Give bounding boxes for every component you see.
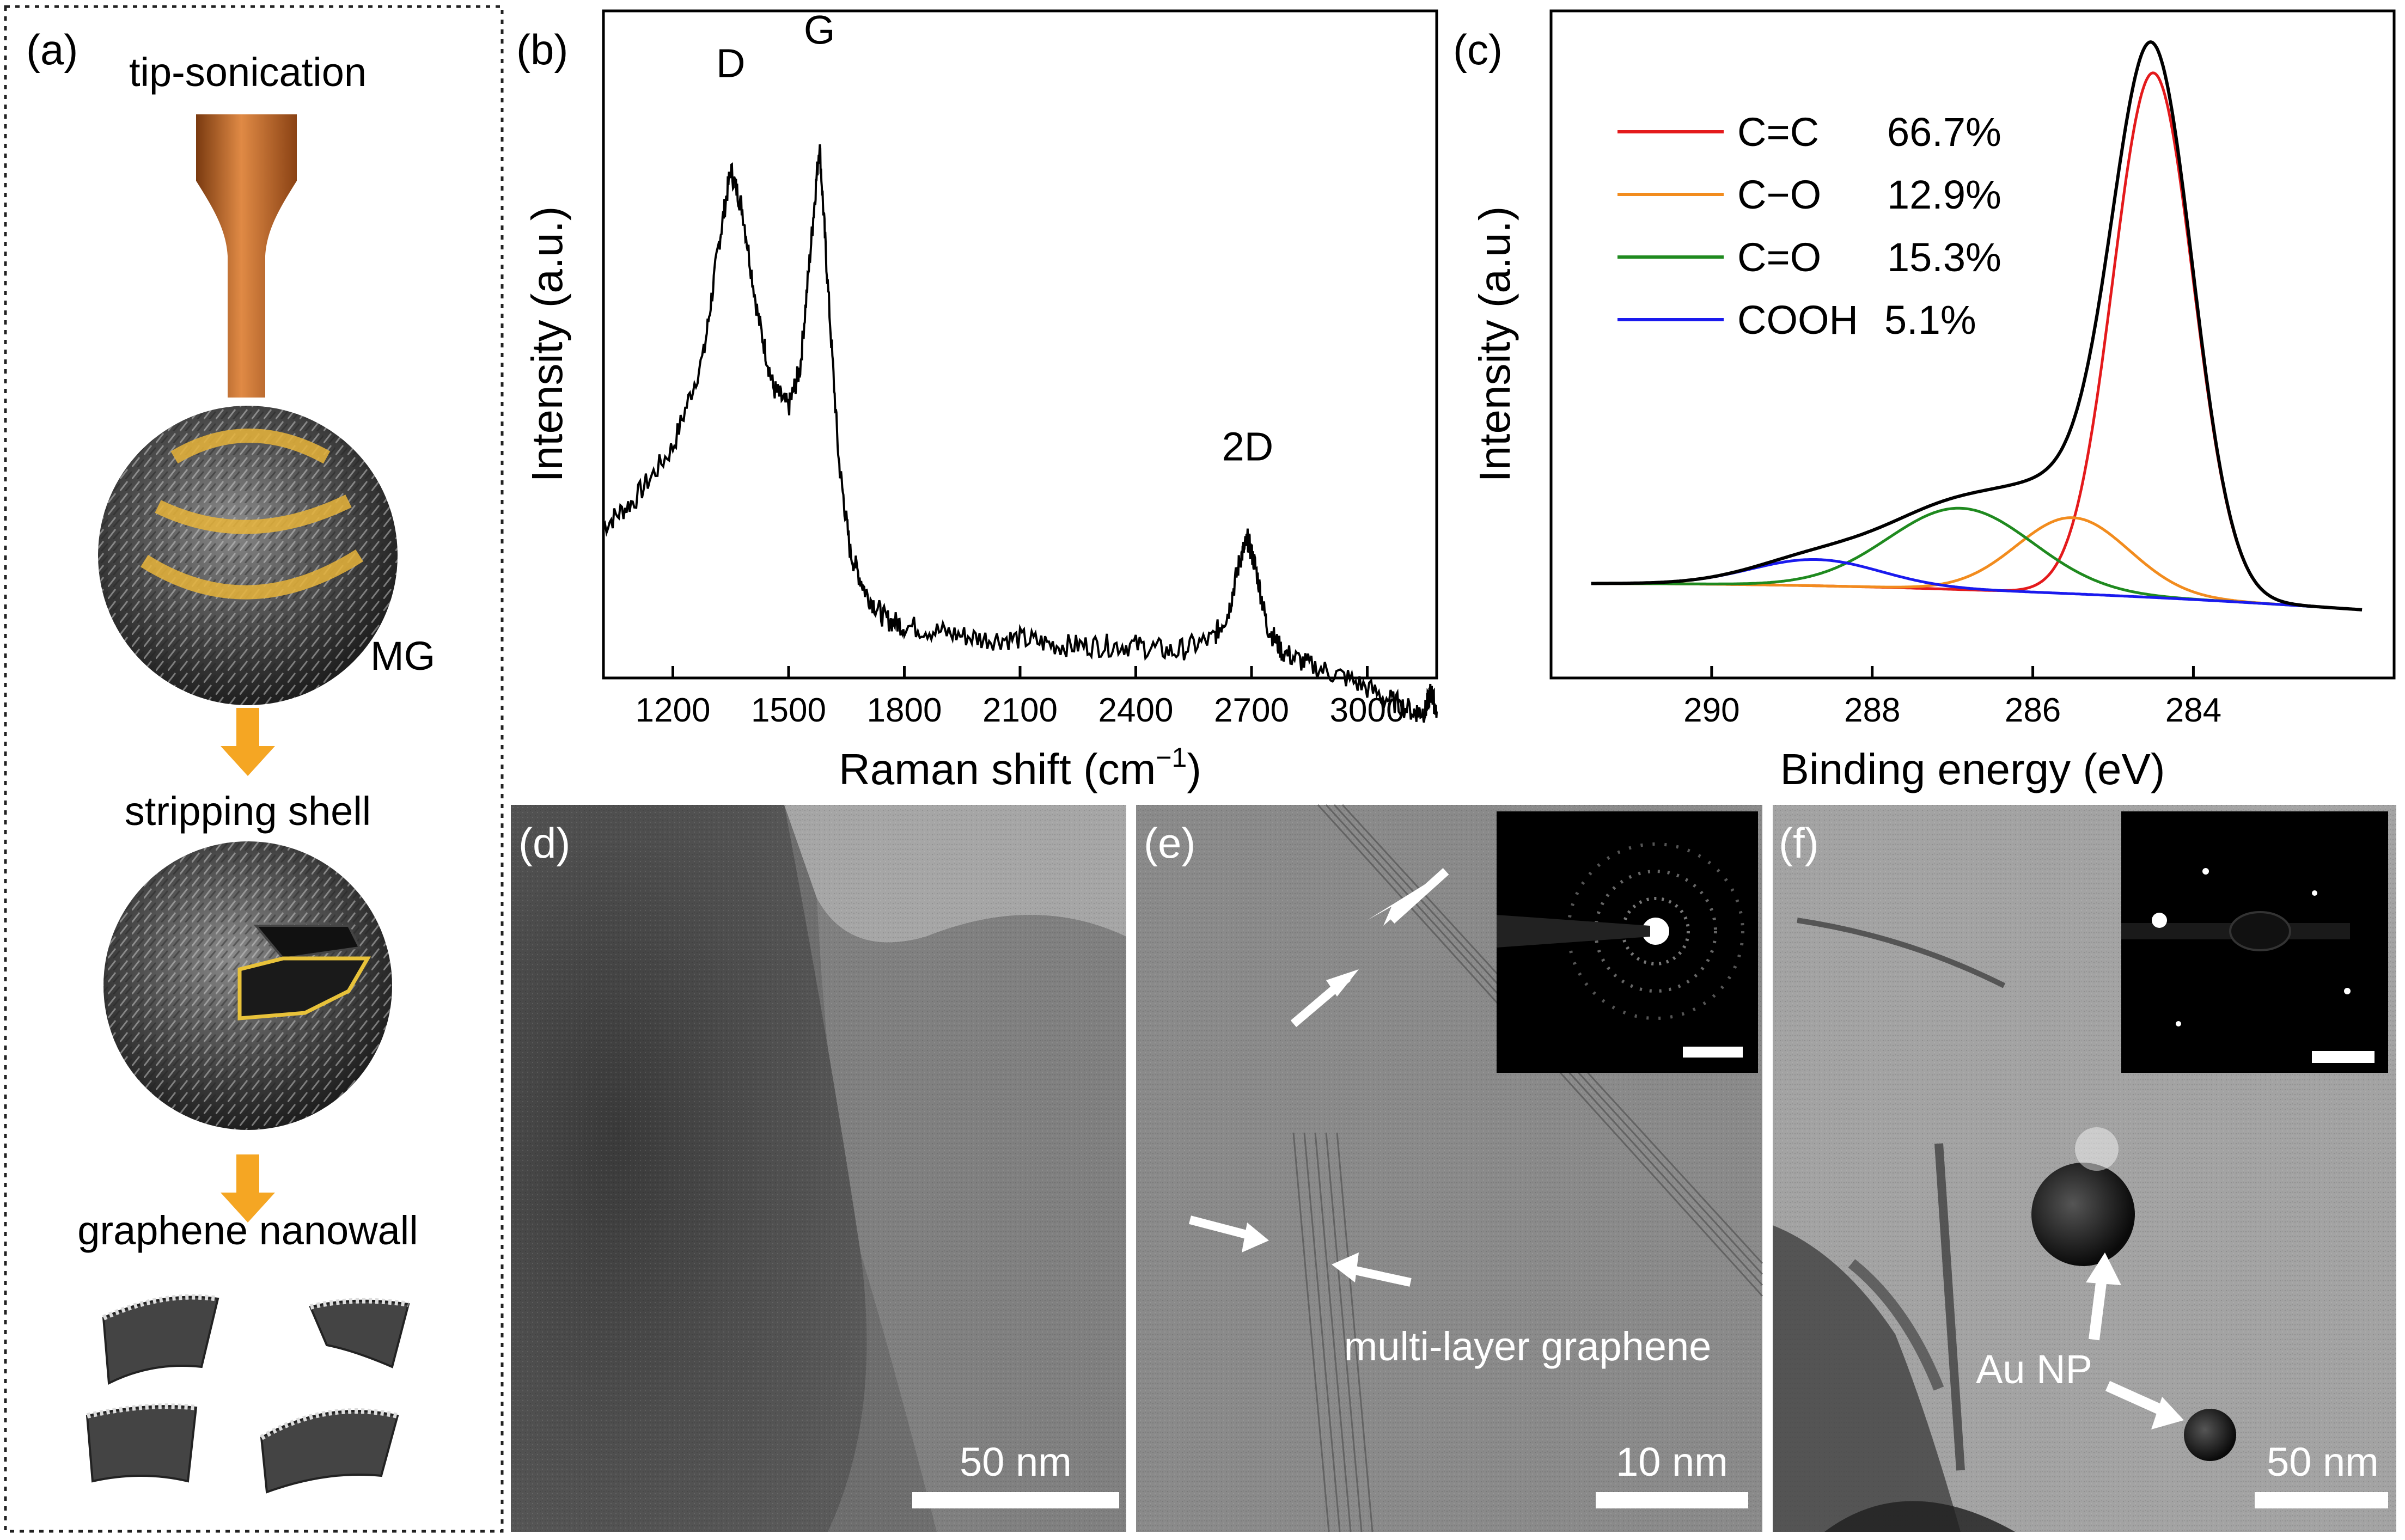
- xps-x-tick-label: 286: [2005, 692, 2061, 729]
- panel-c-label: (c): [1453, 26, 1503, 74]
- panel-a: (a) tip-sonication MG stripping shell: [4, 5, 504, 1533]
- arrow-down-icon: [221, 1154, 275, 1223]
- xps-y-axis-label: Intensity (a.u.): [1470, 206, 1519, 482]
- arrow-down-icon: [221, 708, 275, 776]
- panel-e-hrtem-image: (e) multi-layer graphene 10 nm: [1136, 804, 1763, 1532]
- xps-component-curve: [1591, 506, 2363, 612]
- arrow-pointer-icon: [1332, 1252, 1359, 1282]
- raman-x-tick-label: 3000: [1330, 692, 1405, 729]
- panel-e-scale-bar: [1596, 1492, 1748, 1508]
- panel-d-scale-bar: [912, 1492, 1119, 1508]
- panel-d-label: (d): [518, 819, 570, 867]
- panel-d-tem-image: (d) 50 nm: [511, 805, 1126, 1532]
- panel-a-label: (a): [26, 26, 78, 74]
- raman-plot-frame: [602, 9, 1438, 680]
- arrow-pointer-icon: [1188, 1215, 1254, 1240]
- step-stripping-shell-label: stripping shell: [125, 789, 371, 834]
- xps-legend-name: C=O: [1737, 235, 1821, 280]
- panel-d-scale-label: 50 nm: [960, 1439, 1072, 1484]
- panel-a-border: [4, 5, 504, 1533]
- arrow-pointer-icon: [2086, 1252, 2121, 1285]
- step-tip-sonication-label: tip-sonication: [129, 50, 367, 95]
- nanowall-flake-icon: [260, 1408, 399, 1494]
- panel-e-label: (e): [1144, 819, 1195, 867]
- panel-f-annotation: Au NP: [1976, 1347, 2092, 1392]
- raman-peak-label: G: [804, 8, 835, 53]
- raman-x-tick-label: 2400: [1098, 692, 1174, 729]
- raman-peak-labels: D G 2D: [716, 8, 1273, 469]
- raman-x-tick-label: 1200: [636, 692, 711, 729]
- panel-f-scale-bar: [2255, 1492, 2388, 1508]
- nanowall-flake-icon: [102, 1294, 219, 1385]
- xps-chart: (c) 290 288 286 284 C=C 66.7% C−O 12.9% C=O 15.3…: [1453, 9, 2396, 793]
- xps-legend-percent: 66.7%: [1887, 109, 2001, 155]
- xps-x-tick-label: 284: [2165, 692, 2221, 729]
- raman-x-axis-label: Raman shift (cm−1): [839, 742, 1201, 793]
- arrow-pointer-icon: [1326, 969, 1359, 997]
- nanowall-flake-icon: [86, 1403, 198, 1483]
- au-nanoparticle-glow: [2075, 1127, 2119, 1171]
- arrow-pointer-icon: [2089, 1273, 2108, 1341]
- arrow-pointer-icon: [1388, 868, 1449, 924]
- xps-x-tick-label: 290: [1683, 692, 1739, 729]
- panel-b-label: (b): [516, 26, 568, 74]
- xps-envelope-curve: [1591, 40, 2363, 612]
- raman-x-axis-label-main: Raman shift (cm: [839, 745, 1156, 793]
- xps-x-ticks: 290 288 286 284: [1683, 666, 2221, 729]
- xps-legend-name: C−O: [1737, 172, 1821, 217]
- raman-peak-label: 2D: [1222, 424, 1274, 469]
- mg-ball-icon: [98, 406, 398, 705]
- raman-x-tick-label: 2100: [982, 692, 1058, 729]
- nanowall-flake-icon: [309, 1298, 410, 1368]
- mg-label: MG: [370, 633, 435, 679]
- xps-legend-name: C=C: [1737, 109, 1819, 155]
- xps-legend-percent: 5.1%: [1884, 297, 1976, 343]
- raman-x-tick-label: 1800: [867, 692, 942, 729]
- raman-y-axis-label: Intensity (a.u.): [523, 206, 571, 482]
- xps-legend-percent: 15.3%: [1887, 235, 2001, 280]
- arrow-pointer-icon: [2151, 1397, 2184, 1429]
- panel-e-scale-label: 10 nm: [1616, 1439, 1728, 1484]
- panel-f-inset-scale-bar: [2312, 1051, 2375, 1063]
- xps-plot-frame: [1549, 9, 2396, 680]
- panel-e-annotation: multi-layer graphene: [1344, 1324, 1712, 1369]
- xps-x-axis-label: Binding energy (eV): [1780, 745, 2165, 793]
- arrow-pointer-icon: [2105, 1380, 2165, 1416]
- panel-f-scale-label: 50 nm: [2267, 1439, 2379, 1484]
- xps-x-tick-label: 288: [1844, 692, 1900, 729]
- xps-legend: C=C 66.7% C−O 12.9% C=O 15.3% COOH 5.1%: [1617, 109, 2001, 343]
- raman-x-tick-label: 2700: [1214, 692, 1289, 729]
- raman-x-ticks: 1200 1500 1800 2100 2400 2700 3000: [636, 666, 1405, 729]
- panel-e-inset-scale-bar: [1683, 1047, 1743, 1058]
- raman-x-axis-label-sup: −1: [1156, 742, 1187, 773]
- xps-legend-name: COOH: [1737, 297, 1858, 343]
- au-nanoparticle: [2031, 1163, 2135, 1266]
- step-graphene-nanowall-label: graphene nanowall: [77, 1208, 418, 1253]
- raman-series-line: [602, 144, 1438, 723]
- stripped-ball-icon: [103, 841, 392, 1130]
- panel-f-label: (f): [1779, 819, 1819, 867]
- arrow-pointer-icon: [1242, 1223, 1269, 1252]
- arrow-pointer-icon: [1347, 1264, 1412, 1287]
- raman-x-axis-label-tail: ): [1187, 745, 1201, 793]
- sonication-tip-icon: [196, 114, 297, 398]
- xps-curves: [1591, 40, 2363, 612]
- panel-e-saed-inset: [1497, 811, 1758, 1073]
- xps-legend-percent: 12.9%: [1887, 172, 2001, 217]
- raman-chart: (b) 1200 1500 1800 2100 2400 2700 3000 D G 2D In…: [516, 8, 1438, 793]
- panel-f-tem-image: Au NP (f) 50 nm: [1773, 805, 2396, 1532]
- panel-f-saed-inset: [2121, 811, 2388, 1073]
- au-nanoparticle: [2184, 1409, 2236, 1461]
- raman-x-tick-label: 1500: [751, 692, 826, 729]
- raman-peak-label: D: [716, 40, 745, 85]
